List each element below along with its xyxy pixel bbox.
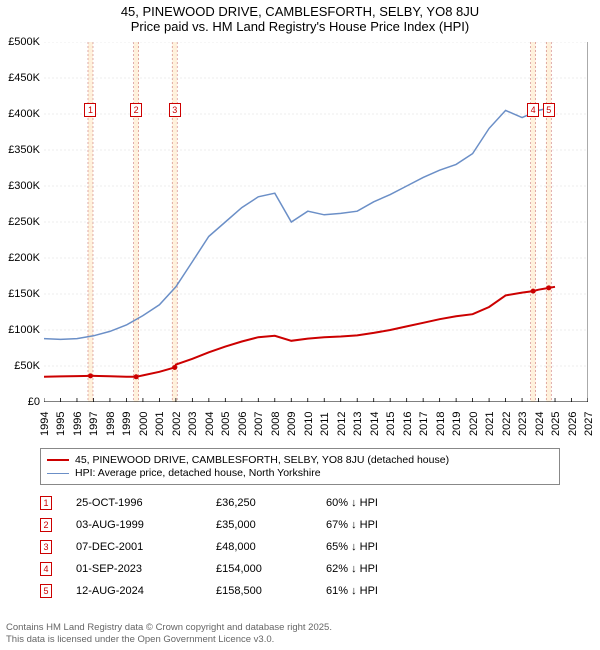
- x-tick-label: 2020: [468, 412, 480, 436]
- row-price: £48,000: [216, 541, 326, 553]
- x-tick-label: 1999: [121, 412, 133, 436]
- x-tick-label: 2010: [303, 412, 315, 436]
- row-date: 01-SEP-2023: [76, 563, 216, 575]
- x-tick-label: 2019: [451, 412, 463, 436]
- sales-table-row: 1 25-OCT-1996£36,25060% ↓ HPI: [40, 492, 560, 514]
- x-tick-label: 2009: [286, 412, 298, 436]
- legend-swatch: [47, 473, 69, 474]
- sale-marker-5: 5: [543, 103, 555, 117]
- legend-row: HPI: Average price, detached house, Nort…: [47, 467, 553, 479]
- x-tick-label: 2024: [534, 412, 546, 436]
- row-pct: 61% ↓ HPI: [326, 585, 466, 597]
- x-tick-label: 2005: [220, 412, 232, 436]
- legend-swatch: [47, 459, 69, 461]
- row-marker: 3: [40, 540, 52, 554]
- row-price: £158,500: [216, 585, 326, 597]
- footer-line2: This data is licensed under the Open Gov…: [6, 634, 332, 646]
- row-date: 07-DEC-2001: [76, 541, 216, 553]
- x-tick-label: 2022: [501, 412, 513, 436]
- title-sub: Price paid vs. HM Land Registry's House …: [0, 19, 600, 34]
- x-tick-label: 1997: [88, 412, 100, 436]
- row-marker: 5: [40, 584, 52, 598]
- row-price: £154,000: [216, 563, 326, 575]
- row-pct: 67% ↓ HPI: [326, 519, 466, 531]
- y-tick-label: £350K: [8, 144, 40, 156]
- x-tick-label: 2001: [154, 412, 166, 436]
- y-tick-label: £400K: [8, 108, 40, 120]
- x-tick-label: 2007: [253, 412, 265, 436]
- x-tick-label: 2025: [550, 412, 562, 436]
- x-tick-label: 2014: [369, 412, 381, 436]
- x-tick-label: 2002: [171, 412, 183, 436]
- y-tick-label: £100K: [8, 324, 40, 336]
- x-tick-label: 2016: [402, 412, 414, 436]
- x-tick-label: 2004: [204, 412, 216, 436]
- x-tick-label: 2006: [237, 412, 249, 436]
- x-tick-label: 2018: [435, 412, 447, 436]
- chart-container: 45, PINEWOOD DRIVE, CAMBLESFORTH, SELBY,…: [0, 0, 600, 650]
- legend-label: 45, PINEWOOD DRIVE, CAMBLESFORTH, SELBY,…: [75, 454, 449, 466]
- x-tick-label: 2008: [270, 412, 282, 436]
- x-tick-label: 2015: [385, 412, 397, 436]
- x-axis: 1994199519961997199819992000200120022003…: [44, 404, 588, 442]
- row-date: 12-AUG-2024: [76, 585, 216, 597]
- sale-marker-1: 1: [84, 103, 96, 117]
- x-tick-label: 2023: [517, 412, 529, 436]
- x-tick-label: 2021: [484, 412, 496, 436]
- x-tick-label: 2011: [319, 412, 331, 436]
- row-marker: 2: [40, 518, 52, 532]
- x-tick-label: 1998: [105, 412, 117, 436]
- y-axis: £0£50K£100K£150K£200K£250K£300K£350K£400…: [0, 42, 42, 402]
- sales-table-row: 5 12-AUG-2024£158,50061% ↓ HPI: [40, 580, 560, 602]
- plot-area: 1 2 3 45: [44, 42, 588, 402]
- x-tick-label: 1996: [72, 412, 84, 436]
- x-tick-label: 2003: [187, 412, 199, 436]
- sales-table-row: 3 07-DEC-2001£48,00065% ↓ HPI: [40, 536, 560, 558]
- y-tick-label: £0: [28, 396, 40, 408]
- row-pct: 62% ↓ HPI: [326, 563, 466, 575]
- sales-table-row: 2 03-AUG-1999£35,00067% ↓ HPI: [40, 514, 560, 536]
- y-tick-label: £500K: [8, 36, 40, 48]
- legend-row: 45, PINEWOOD DRIVE, CAMBLESFORTH, SELBY,…: [47, 454, 553, 466]
- title-block: 45, PINEWOOD DRIVE, CAMBLESFORTH, SELBY,…: [0, 0, 600, 34]
- x-tick-label: 2017: [418, 412, 430, 436]
- legend: 45, PINEWOOD DRIVE, CAMBLESFORTH, SELBY,…: [40, 448, 560, 485]
- x-tick-label: 2000: [138, 412, 150, 436]
- row-pct: 65% ↓ HPI: [326, 541, 466, 553]
- title-main: 45, PINEWOOD DRIVE, CAMBLESFORTH, SELBY,…: [0, 4, 600, 19]
- sale-marker-3: 3: [169, 103, 181, 117]
- x-tick-label: 1994: [39, 412, 51, 436]
- row-date: 25-OCT-1996: [76, 497, 216, 509]
- y-tick-label: £300K: [8, 180, 40, 192]
- chart-svg: [44, 42, 588, 402]
- sales-table: 1 25-OCT-1996£36,25060% ↓ HPI 2 03-AUG-1999…: [40, 492, 560, 602]
- y-tick-label: £50K: [14, 360, 40, 372]
- x-tick-label: 2012: [336, 412, 348, 436]
- y-tick-label: £450K: [8, 72, 40, 84]
- legend-label: HPI: Average price, detached house, Nort…: [75, 467, 321, 479]
- y-tick-label: £250K: [8, 216, 40, 228]
- x-tick-label: 2013: [352, 412, 364, 436]
- y-tick-label: £150K: [8, 288, 40, 300]
- sale-marker-2: 2: [130, 103, 142, 117]
- sales-table-row: 4 01-SEP-2023£154,00062% ↓ HPI: [40, 558, 560, 580]
- sale-marker-4: 4: [527, 103, 539, 117]
- x-tick-label: 2027: [583, 412, 595, 436]
- x-tick-label: 1995: [55, 412, 67, 436]
- row-price: £36,250: [216, 497, 326, 509]
- row-pct: 60% ↓ HPI: [326, 497, 466, 509]
- x-tick-label: 2026: [567, 412, 579, 436]
- footer-attribution: Contains HM Land Registry data © Crown c…: [6, 622, 332, 646]
- row-price: £35,000: [216, 519, 326, 531]
- row-marker: 1: [40, 496, 52, 510]
- y-tick-label: £200K: [8, 252, 40, 264]
- footer-line1: Contains HM Land Registry data © Crown c…: [6, 622, 332, 634]
- row-date: 03-AUG-1999: [76, 519, 216, 531]
- row-marker: 4: [40, 562, 52, 576]
